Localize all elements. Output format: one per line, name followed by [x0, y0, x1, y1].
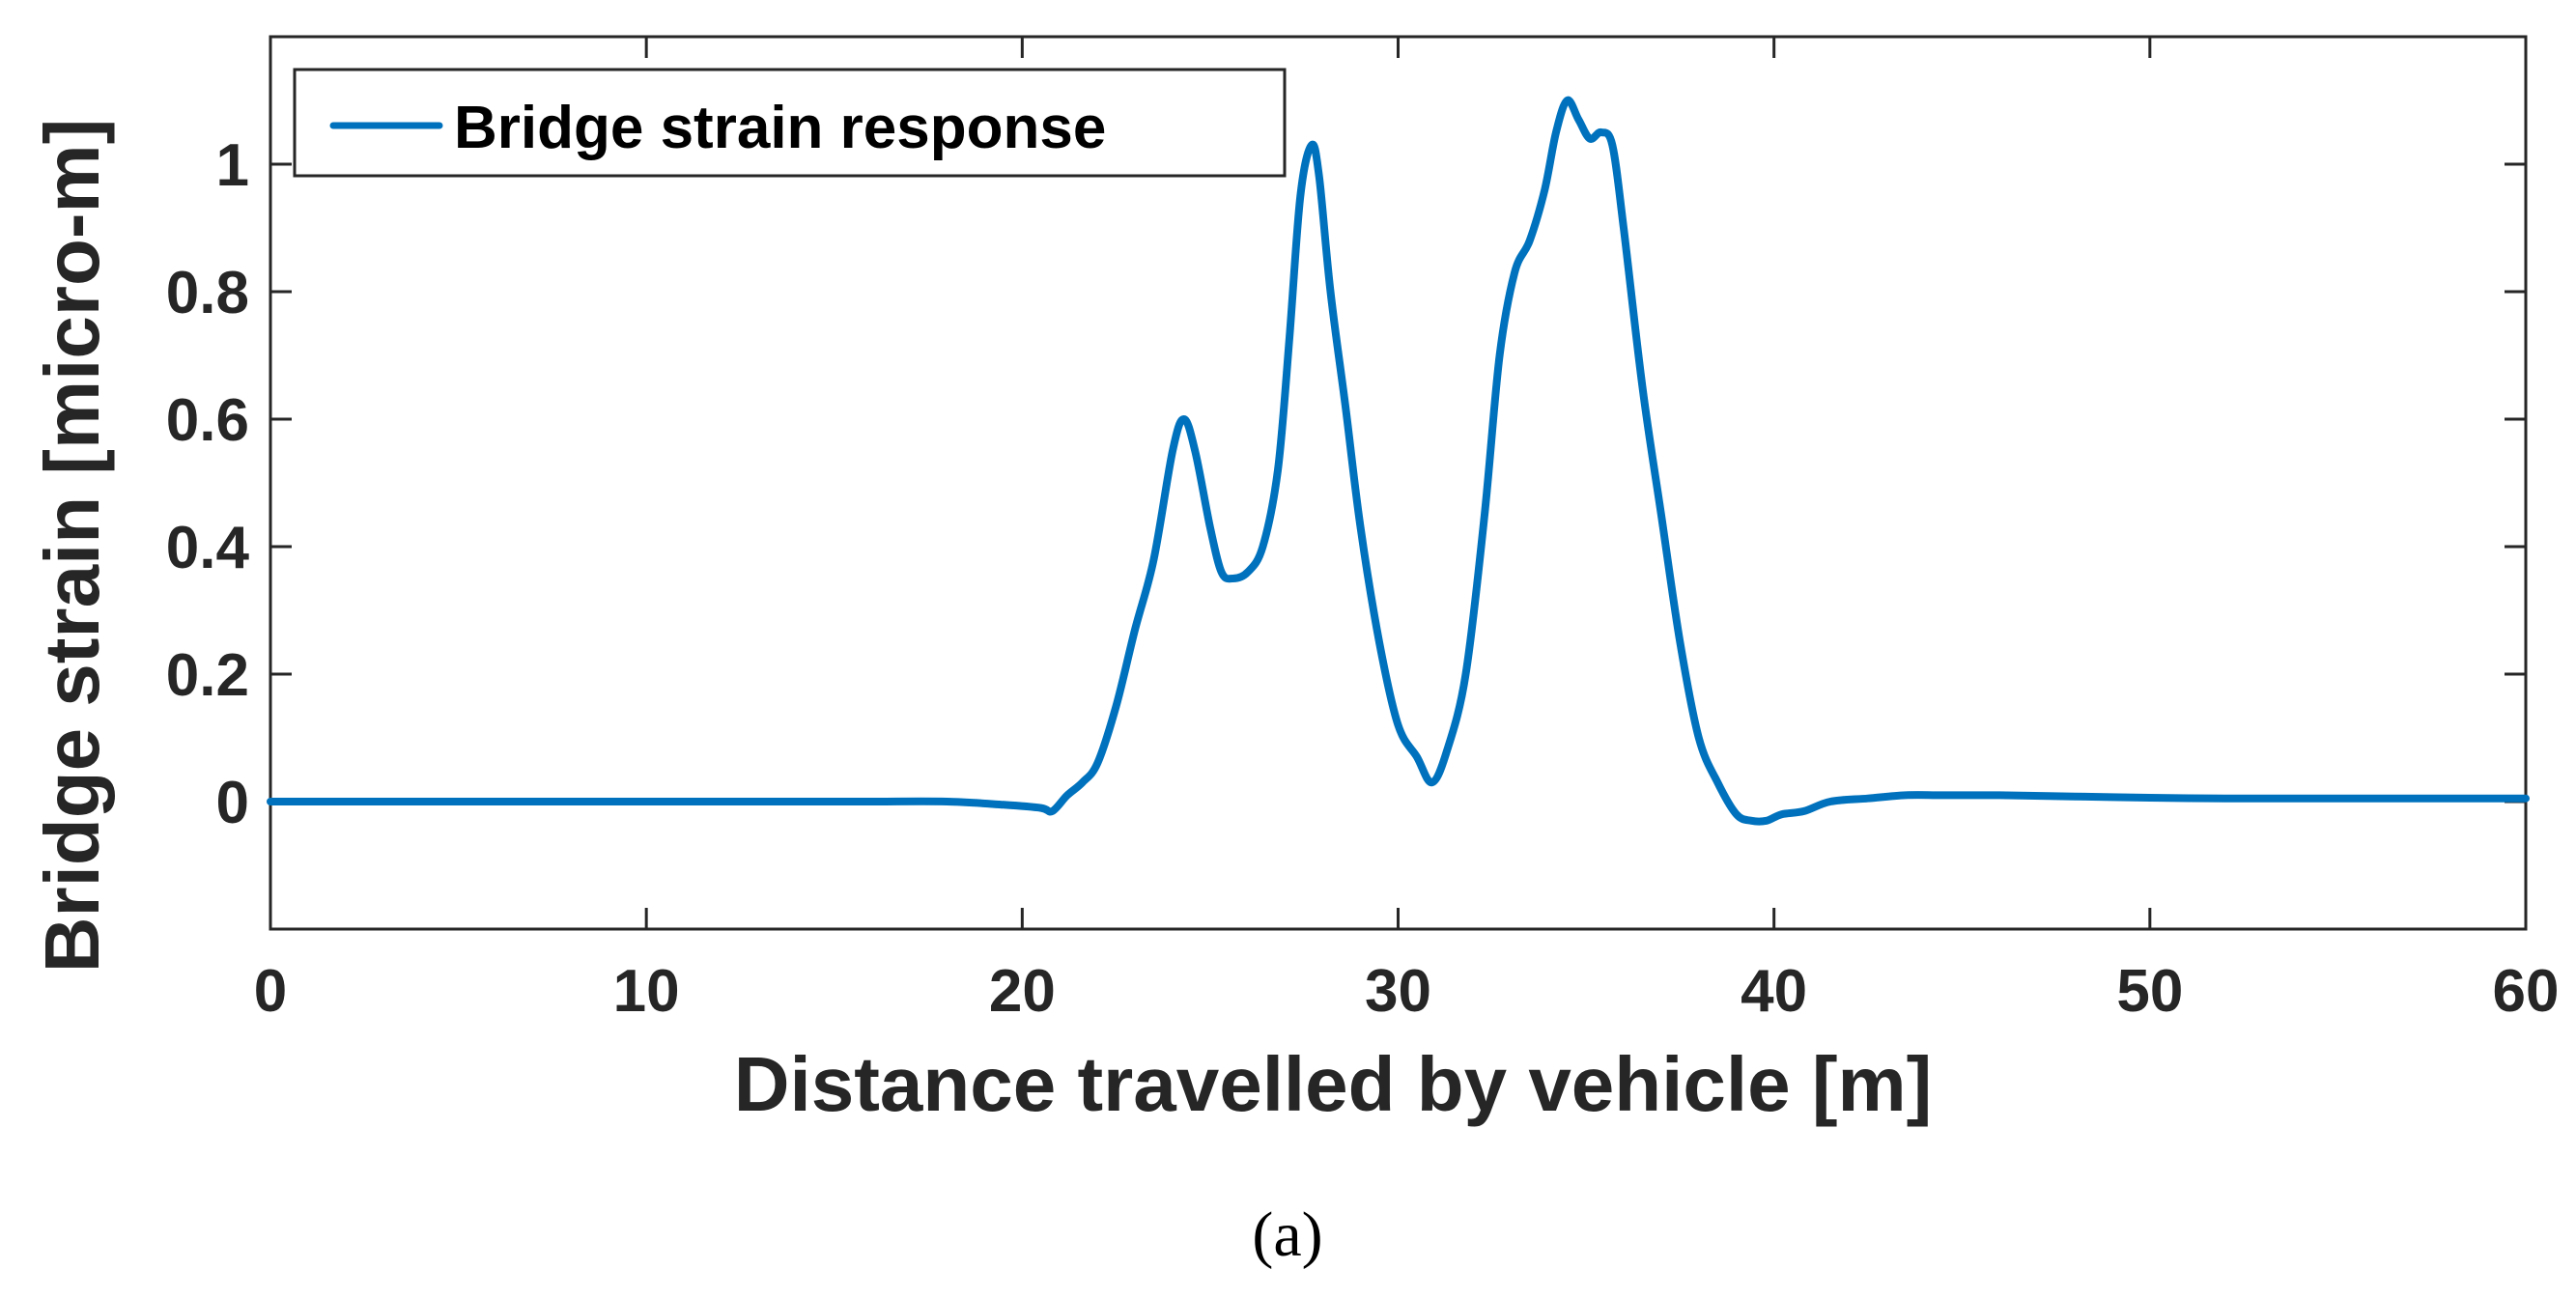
legend: Bridge strain response [293, 68, 1287, 178]
figure-caption: (a) [1252, 1199, 1322, 1270]
y-tick-label: 0 [216, 770, 249, 836]
y-tick-label: 0.4 [166, 515, 250, 581]
series-group [267, 96, 2530, 826]
series-line [267, 96, 2530, 826]
plot-area [269, 35, 2528, 931]
x-tick-label: 0 [254, 958, 287, 1025]
legend-box [293, 68, 1287, 178]
x-tick-label: 10 [613, 958, 680, 1025]
y-tick-label: 0.8 [166, 260, 249, 326]
x-tick-label: 30 [1365, 958, 1431, 1025]
x-axis-ticks: 0 10 20 30 40 50 60 [254, 37, 2560, 1025]
y-tick-label: 0.6 [166, 387, 249, 454]
x-tick-label: 50 [2116, 958, 2183, 1025]
y-axis-title: Bridge strain [micro-m] [29, 119, 115, 974]
x-axis-title: Distance travelled by vehicle [m] [734, 1041, 1933, 1127]
legend-label: Bridge strain response [454, 95, 1106, 161]
axes-box [269, 35, 2528, 931]
y-axis-ticks: 0 0.2 0.4 0.6 0.8 1 [166, 132, 2526, 836]
y-tick-label: 1 [216, 132, 249, 199]
x-tick-label: 40 [1741, 958, 1807, 1025]
x-tick-label: 20 [989, 958, 1056, 1025]
x-tick-label: 60 [2493, 958, 2560, 1025]
y-tick-label: 0.2 [166, 642, 249, 709]
